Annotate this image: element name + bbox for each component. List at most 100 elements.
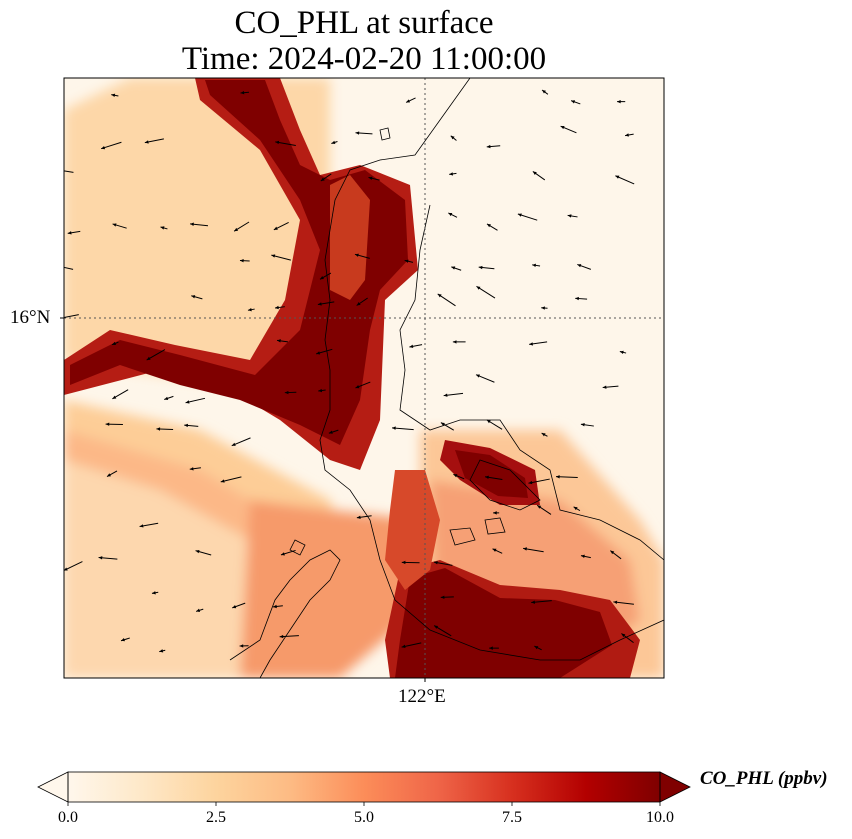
map-frame (63, 77, 665, 679)
wind-arrow-head (541, 433, 546, 437)
wind-arrow-head (573, 506, 578, 511)
wind-arrow-head (571, 100, 576, 104)
wind-arrow-head (275, 140, 280, 145)
wind-arrow-head (613, 600, 618, 604)
wind-arrow-head (156, 427, 161, 431)
wind-arrow-head (406, 99, 411, 103)
wind-arrow-head (392, 426, 396, 430)
field-southwest-inner (64, 460, 290, 678)
wind-arrow-head (486, 144, 491, 149)
wind-arrow-head (185, 400, 190, 404)
coastline-east (399, 204, 664, 561)
wind-arrow-head (273, 604, 277, 609)
wind-arrow-head (475, 374, 480, 378)
lat-tick-label: 16°N (10, 307, 51, 328)
wind-arrow-head (492, 548, 497, 552)
coastline-islet-1 (449, 527, 476, 546)
wind-arrow-head (239, 644, 244, 648)
plume-inner-gap (330, 175, 370, 300)
wind-arrow-head (440, 422, 445, 426)
wind-arrow-head (277, 339, 281, 343)
wind-arrow-head (486, 223, 491, 228)
colorbar-extend-min (37, 771, 69, 803)
colorbar-tick-label: 10.0 (646, 809, 674, 826)
wind-arrow-head (320, 177, 325, 182)
wind-arrow (64, 314, 79, 319)
wind-arrow-head (316, 351, 321, 355)
wind-arrow-head (284, 390, 289, 395)
wind-arrow-head (619, 350, 624, 355)
wind-arrow-head (532, 171, 537, 175)
wind-arrow-head (273, 226, 278, 230)
wind-arrow (391, 427, 414, 431)
wind-arrow-head (528, 480, 533, 485)
wind-arrow-head (105, 422, 110, 426)
wind-arrow-head (409, 344, 414, 348)
coastline-island-east (469, 459, 541, 511)
wind-arrow-head (451, 266, 456, 270)
wind-arrow-head (59, 265, 63, 268)
wind-arrow-head (189, 467, 194, 471)
wind-arrow-head (318, 388, 323, 393)
colorbar-tick-label: 7.5 (502, 809, 522, 826)
colorbar (37, 771, 691, 806)
wind-arrow-head (529, 342, 533, 346)
colorbar-tick-label: 0.0 (58, 809, 78, 826)
plume-east-core (455, 450, 528, 498)
wind-arrow-head (354, 253, 359, 257)
wind-arrow-head (567, 214, 572, 218)
wind-arrow-head (107, 473, 111, 477)
wind-arrow-head (517, 213, 522, 217)
wind-arrow-head (523, 547, 527, 551)
wind-arrow-head (531, 600, 535, 604)
wind-arrow-head (231, 442, 236, 446)
wind-vectors (59, 89, 635, 653)
wind-arrow-head (101, 145, 106, 150)
wind-arrow-head (121, 638, 125, 642)
wind-arrow-head (220, 479, 225, 483)
wind-arrow-head (486, 419, 491, 424)
coastline-luzon (319, 78, 664, 661)
wind-arrow-head (196, 608, 201, 612)
wind-arrow-head (449, 172, 454, 176)
wind-arrow-head (239, 258, 244, 263)
wind-arrow-head (625, 133, 629, 137)
plume-south-core (395, 568, 612, 678)
map-panel (59, 78, 664, 678)
colorbar-tick-marks (67, 802, 661, 806)
wind-arrow-head (151, 591, 156, 595)
wind-arrow-head (160, 226, 165, 230)
wind-arrow (64, 170, 74, 173)
coastline-islet-4 (289, 539, 306, 556)
wind-arrow (555, 476, 578, 478)
wind-arrow-head (615, 175, 620, 179)
wind-arrow-head (331, 140, 336, 144)
wind-arrow-head (541, 306, 545, 310)
wind-arrow-head (476, 286, 481, 290)
wind-arrow-head (437, 293, 442, 298)
wind-arrow-head (164, 396, 169, 400)
wind-arrow-head (184, 423, 188, 428)
wind-arrow-head (234, 227, 239, 232)
wind-arrow-head (440, 595, 445, 599)
wind-arrow-head (610, 550, 615, 555)
wind-arrow-head (443, 393, 448, 397)
wind-arrow-head (542, 90, 546, 94)
wind-arrow-head (159, 649, 164, 653)
coastline-islet-2 (484, 517, 506, 535)
wind-arrow-head (112, 395, 117, 399)
wind-arrow-head (401, 644, 406, 649)
wind-arrow-head (485, 475, 489, 480)
wind-arrow-head (190, 222, 194, 226)
wind-arrow-head (328, 430, 333, 434)
map-title-line1: CO_PHL at surface (234, 5, 494, 41)
wind-arrow-head (111, 341, 116, 345)
wind-arrow-head (139, 524, 144, 528)
plume-main-core (70, 80, 408, 445)
wind-arrow-head (271, 254, 276, 258)
wind-arrow (476, 285, 496, 299)
wind-arrow-head (98, 556, 103, 560)
wind-arrow-head (537, 505, 542, 509)
wind-arrow-head (279, 634, 284, 639)
wind-arrow-head (560, 125, 565, 130)
